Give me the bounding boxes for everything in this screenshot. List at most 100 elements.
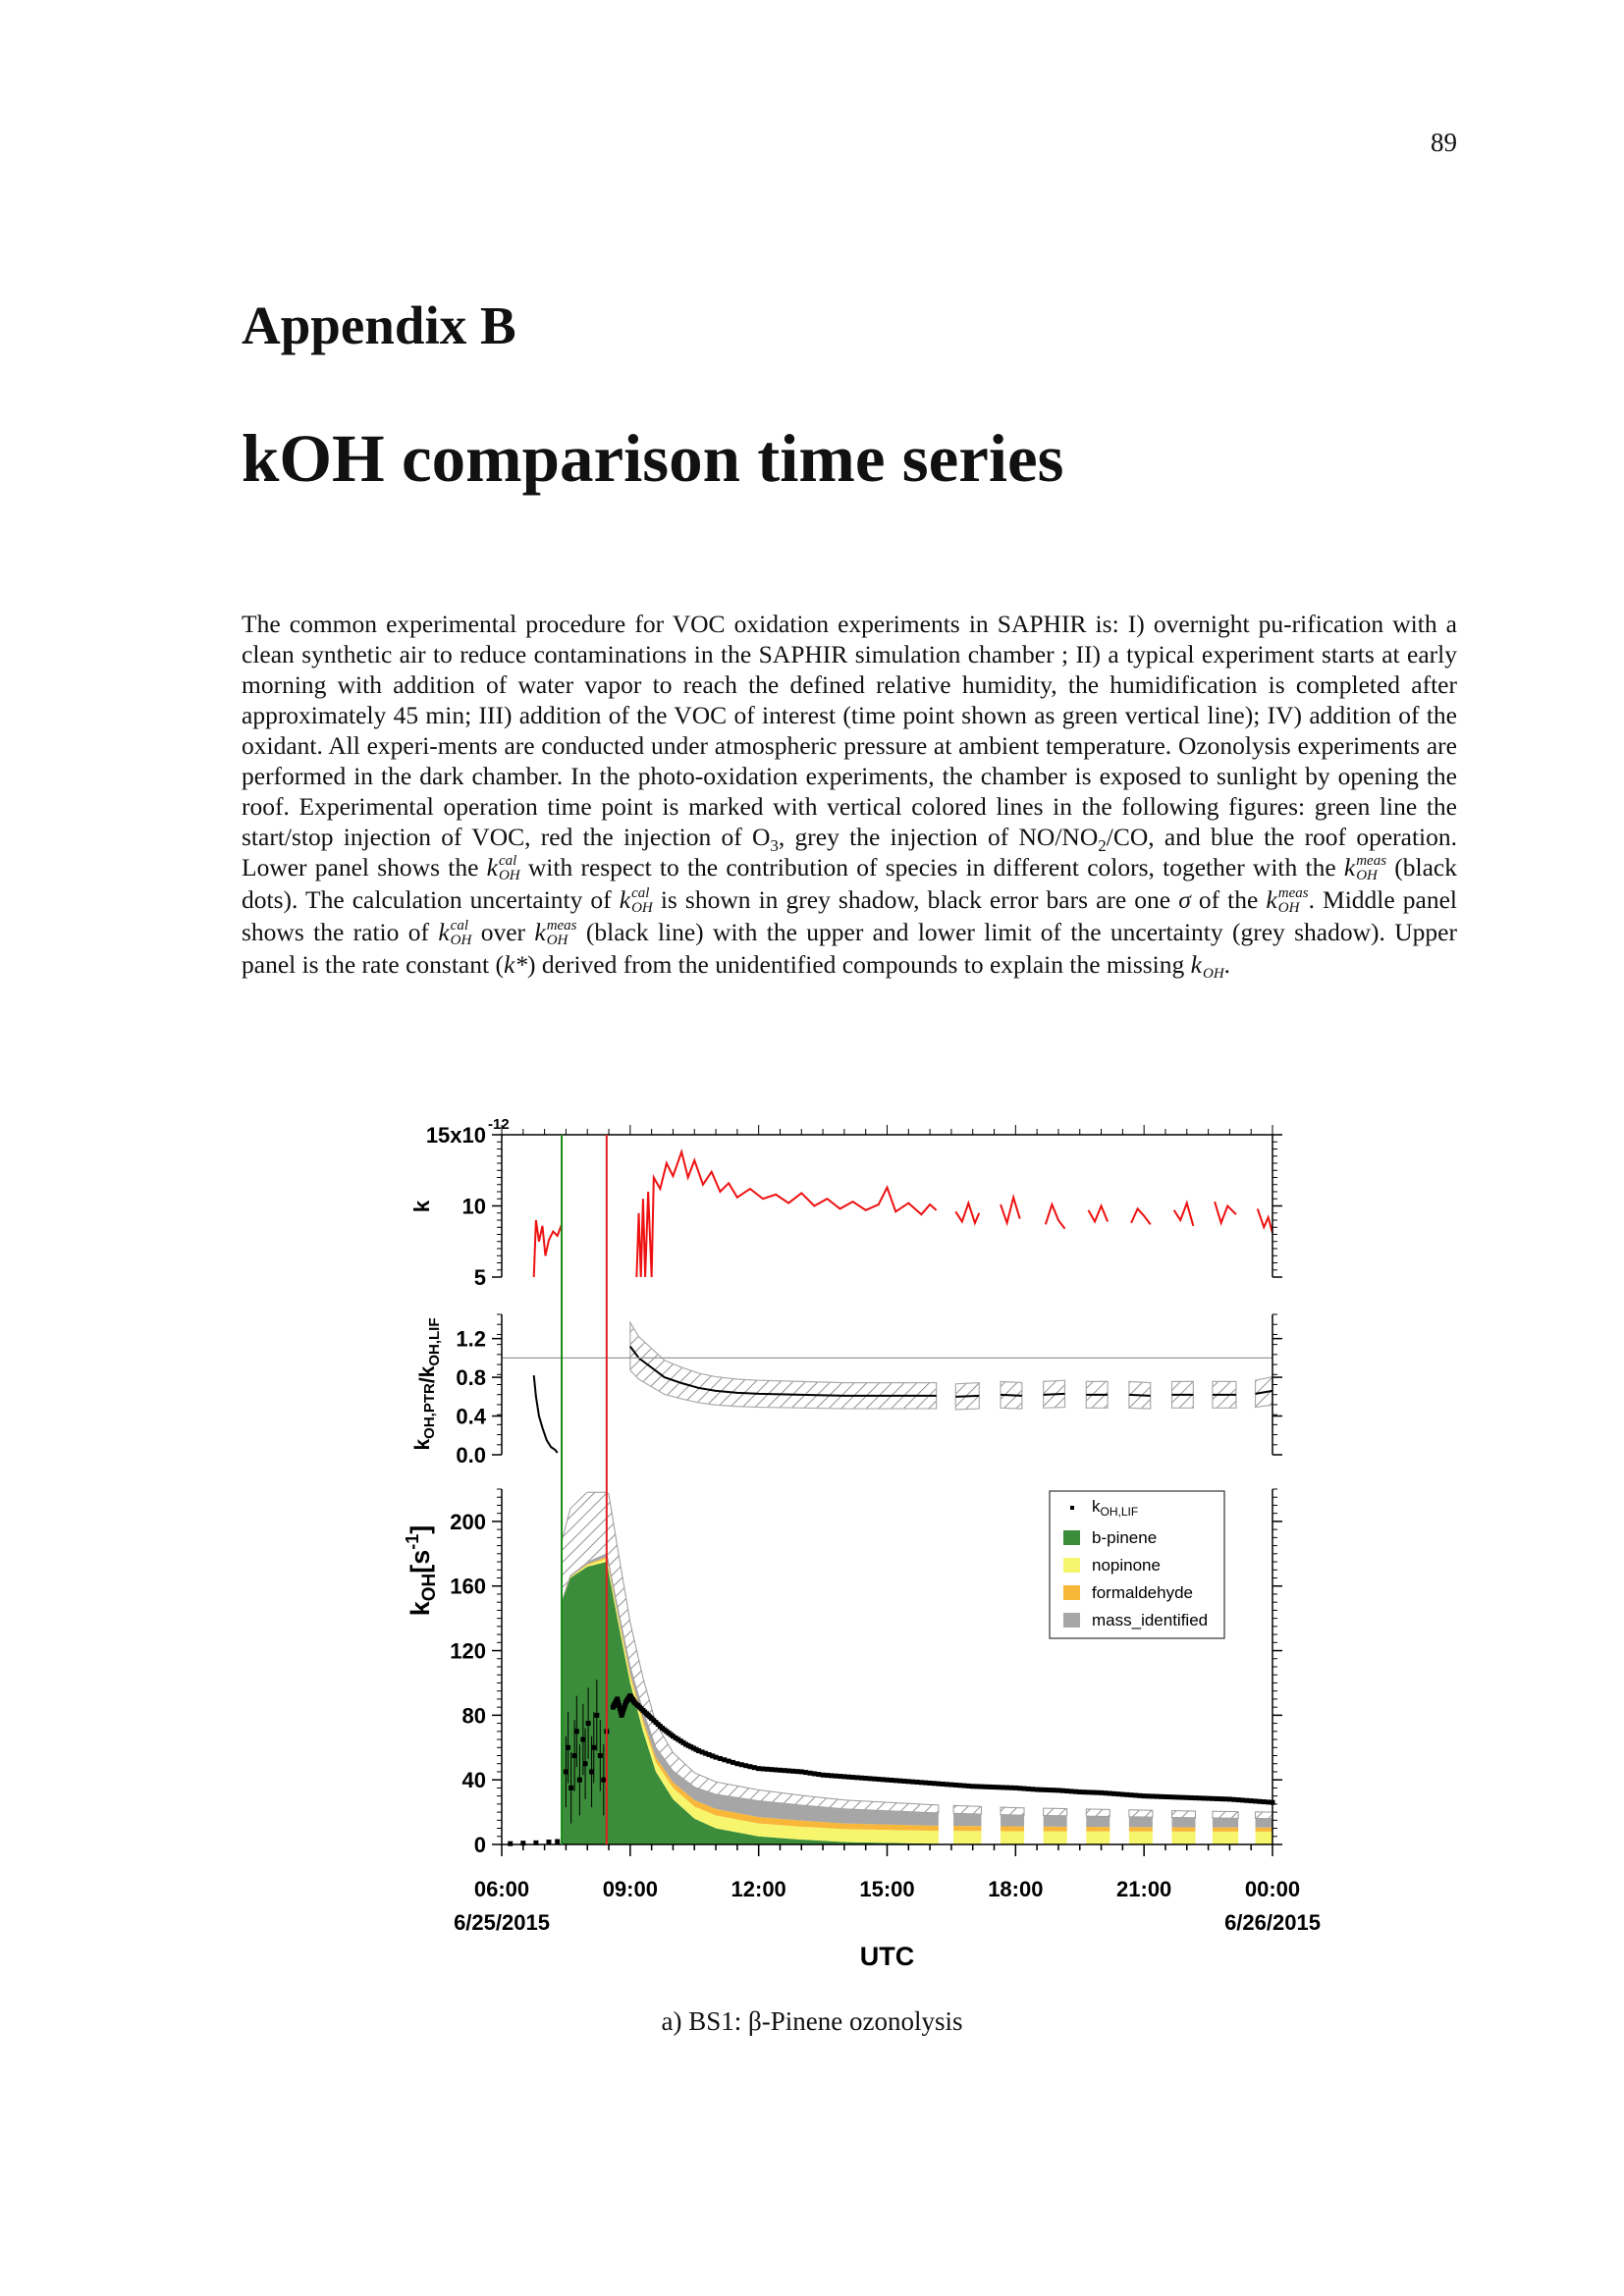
koh-lif-point (1184, 1794, 1190, 1800)
math-subscript: OH (631, 900, 653, 917)
koh-lif-point (1111, 1790, 1117, 1796)
k-panel (532, 1148, 1273, 1278)
koh-lif-point (829, 1773, 835, 1779)
y-tick-label: 5 (474, 1265, 486, 1290)
math-k: k (1343, 853, 1356, 881)
koh-lif-point (693, 1746, 699, 1752)
appendix-heading: Appendix B (242, 295, 516, 355)
koh-lif-point (816, 1772, 822, 1778)
math-symbol: σ (1178, 885, 1191, 915)
koh-lif-point (931, 1781, 937, 1787)
label-part: k (411, 1439, 434, 1451)
y-axis-label-koh: kOH[s-1] (403, 1525, 440, 1617)
koh-lif-point (582, 1761, 588, 1767)
koh-lif-point (1103, 1790, 1109, 1796)
y-tick-label: 1.2 (456, 1327, 486, 1352)
stack-area-formaldehyde (1212, 1827, 1239, 1832)
koh-lif-point (1085, 1789, 1091, 1795)
koh-lif-point (1039, 1787, 1044, 1792)
stack-area-mass_identified (1171, 1817, 1196, 1828)
koh-lif-point (1043, 1787, 1049, 1792)
koh-lif-point (996, 1785, 1001, 1790)
koh-lif-point (1137, 1792, 1143, 1798)
k-star-line (954, 1200, 981, 1226)
label-part: k (1092, 1497, 1101, 1516)
x-tick-date: 6/25/2015 (454, 1910, 550, 1935)
k-star-line (1172, 1200, 1195, 1227)
y-axis-label-ratio: kOH,PTR/kOH,LIF (411, 1317, 443, 1450)
koh-lif-point (948, 1782, 954, 1788)
koh-lif-point (885, 1777, 890, 1783)
koh-lif-point (1047, 1788, 1053, 1793)
koh-lif-point (1052, 1788, 1057, 1793)
y-exponent: -12 (488, 1116, 510, 1133)
label-part: -1 (403, 1534, 422, 1550)
koh-lif-point (905, 1779, 911, 1785)
koh-lif-point (1021, 1786, 1027, 1791)
subscript: 2 (1098, 836, 1107, 856)
math-k: k (619, 885, 631, 915)
koh-lif-point (803, 1770, 809, 1776)
koh-lif-point (580, 1736, 586, 1742)
math-subscript: OH (1277, 900, 1300, 917)
kcal-uncertainty-band (1043, 1807, 1068, 1817)
koh-lif-point (591, 1744, 597, 1750)
math-symbol: k* (503, 950, 528, 980)
koh-lif-point (1248, 1798, 1254, 1804)
koh-lif-point (623, 1702, 628, 1708)
koh-lif-point (751, 1765, 757, 1771)
koh-lif-point (1206, 1795, 1212, 1801)
stack-area-formaldehyde (1043, 1826, 1067, 1832)
koh-lif-point (620, 1710, 625, 1716)
koh-lif-point (1034, 1787, 1040, 1792)
stack-area-mass_identified (1086, 1816, 1110, 1828)
legend-label-formaldehyde: formaldehyde (1092, 1583, 1193, 1602)
label-part: OH,LIF (426, 1317, 443, 1365)
stack-area-nopinone (1043, 1831, 1067, 1844)
math-subscript: OH (1356, 868, 1378, 884)
koh-lif-point (585, 1721, 591, 1727)
koh-lif-point (1146, 1793, 1152, 1799)
x-axis-label: UTC (860, 1942, 915, 1971)
koh-lif-point (533, 1840, 539, 1845)
stack-area-nopinone (953, 1831, 982, 1844)
stack-area-formaldehyde (1128, 1827, 1153, 1832)
koh-lif-point (722, 1757, 728, 1763)
label-part: OH,LIF (1101, 1505, 1139, 1519)
math-koh: k cal OH (438, 918, 471, 948)
koh-lif-point (1025, 1786, 1031, 1791)
koh-lif-point (854, 1775, 860, 1781)
koh-lif-point (1171, 1794, 1177, 1800)
paragraph-text: /CO, and blue the roof operation. Lower … (242, 823, 1457, 881)
koh-lif-point (893, 1778, 898, 1784)
koh-lif-point (1175, 1794, 1181, 1800)
koh-lif-point (1257, 1798, 1263, 1804)
paragraph-text: of the (1190, 885, 1267, 915)
k-star-line (1214, 1201, 1237, 1227)
koh-lif-point (520, 1841, 526, 1846)
koh-lif-point (811, 1771, 817, 1777)
koh-lif-point (703, 1750, 709, 1756)
koh-lif-point (1030, 1787, 1036, 1792)
koh-lif-point (807, 1770, 813, 1776)
koh-lif-point (1077, 1789, 1083, 1795)
x-tick-label: 18:00 (988, 1877, 1043, 1901)
koh-lif-point (589, 1769, 595, 1775)
koh-lif-point (970, 1784, 976, 1789)
legend-label-b-pinene: b-pinene (1092, 1528, 1157, 1547)
koh-lif-point (850, 1775, 856, 1781)
math-scripts: meas OH (547, 919, 577, 948)
kcal-uncertainty-band (1212, 1810, 1239, 1819)
koh-lif-point (983, 1784, 989, 1789)
koh-lif-point (841, 1774, 847, 1780)
koh-lif-point (597, 1753, 603, 1758)
koh-lif-point (876, 1777, 882, 1783)
math-koh: k meas OH (1266, 885, 1308, 917)
koh-lif-point (910, 1779, 916, 1785)
label-part: /k (416, 1365, 439, 1383)
koh-lif-point (688, 1744, 694, 1750)
math-k: k (486, 853, 498, 881)
stack-area-mass_identified (1001, 1814, 1025, 1827)
kcal-uncertainty-band (1085, 1808, 1110, 1818)
koh-lif-point (717, 1755, 723, 1761)
